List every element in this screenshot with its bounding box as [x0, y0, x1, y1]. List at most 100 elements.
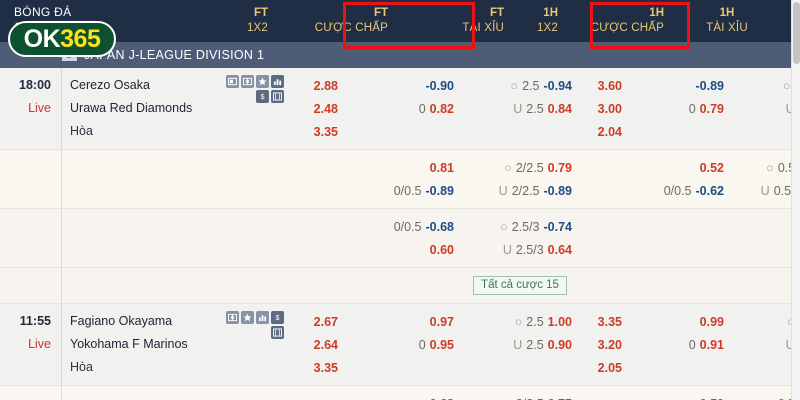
header-col-1h-overunder[interactable]: 1H TÀI XỈU	[682, 0, 800, 42]
cashout-icon[interactable]: $	[271, 311, 284, 324]
ft-hdp-home[interactable]: -0.90	[350, 74, 455, 97]
ft-1x2-draw[interactable]: 3.35	[290, 356, 338, 379]
h1-hdp-away-line: 0	[688, 101, 696, 116]
logo-text-365: 365	[60, 24, 101, 53]
h1-handicap-cell: -0.89 0 0.79	[626, 68, 744, 149]
ft-ou-over-line: 2.5	[526, 314, 544, 329]
live-status-badge: Live	[28, 101, 51, 115]
sub-ft-hdp-away[interactable]: 0.60	[350, 238, 454, 261]
ft-1x2-cell: 2.67 2.64 3.35	[290, 304, 350, 385]
header-col-1h-handicap[interactable]: 1H CƯỢC CHẤP	[562, 0, 682, 42]
pitch-icon[interactable]	[241, 75, 254, 88]
h1-1x2-home[interactable]: 3.35	[580, 310, 622, 333]
header-col-ft-overunder[interactable]: FT TÀI XỈU	[400, 0, 512, 42]
league-header-row[interactable]: JAPAN J-LEAGUE DIVISION 1	[0, 42, 800, 68]
header-period: FT	[253, 7, 268, 19]
all-bets-button[interactable]: Tất cả cược 15	[473, 276, 567, 295]
h1-hdp-away[interactable]: 0 0.91	[626, 333, 724, 356]
lineup-icon[interactable]	[271, 326, 284, 339]
away-team-name[interactable]: Yokohama F Marinos	[70, 337, 188, 351]
stats-icon[interactable]	[256, 311, 269, 324]
ft-ou-blank	[468, 356, 572, 379]
ft-1x2-home-odd: 2.67	[313, 314, 338, 329]
stats-icon[interactable]	[271, 75, 284, 88]
h1-hdp-away-odd: 0.91	[699, 337, 724, 352]
ft-hdp-home[interactable]: 0.97	[350, 310, 454, 333]
sub-ft-hdp-away-line: 0/0.5	[393, 183, 422, 198]
ft-1x2-away[interactable]: 2.64	[290, 333, 338, 356]
header-col-1h-1x2[interactable]: 1H 1X2	[512, 0, 562, 42]
sub-h1-hdp-home[interactable]: 0.52	[626, 156, 724, 179]
sub-ft-ou-over[interactable]: ○ 2/2.5 0.79	[468, 156, 572, 179]
h1-1x2-draw[interactable]: 2.04	[580, 120, 622, 143]
h1-hdp-home[interactable]: -0.89	[626, 74, 725, 97]
sub-h1-hdp-away[interactable]: 0/0.5 -0.62	[626, 179, 724, 202]
cashout-icon[interactable]: $	[256, 90, 269, 103]
ft-ou-under[interactable]: U 2.5 0.90	[468, 333, 572, 356]
h1-1x2-away[interactable]: 3.00	[580, 97, 622, 120]
sub-ft-ou-over[interactable]: ○ 2.5/3 -0.74	[468, 215, 572, 238]
h1-1x2-draw-odd: 2.05	[597, 360, 622, 375]
sub-h1-ou-over[interactable]: ○0.5/10.58	[744, 392, 800, 400]
ft-handicap-cell: -0.90 0 0.82	[350, 68, 468, 149]
ft-hdp-away[interactable]: 0 0.82	[350, 97, 454, 120]
star-icon[interactable]	[241, 311, 254, 324]
away-team-name[interactable]: Urawa Red Diamonds	[70, 101, 193, 115]
ft-ou-under[interactable]: U 2.5 0.84	[468, 97, 572, 120]
sub-h1-hdp-home[interactable]: 0.50	[626, 392, 724, 400]
h1-hdp-home[interactable]: 0.99	[626, 310, 724, 333]
ft-hdp-away[interactable]: 0 0.95	[350, 333, 454, 356]
all-bets-ft-handicap-spacer	[350, 268, 468, 303]
star-icon[interactable]	[256, 75, 269, 88]
ft-overunder-cell: ○ 2.5 -0.94 U 2.5 0.84	[468, 68, 580, 149]
header-period: 1H	[719, 7, 735, 19]
sub-ft-ou-over-odd: 0.79	[547, 160, 572, 175]
ft-1x2-home[interactable]: 2.67	[290, 310, 338, 333]
ft-1x2-away[interactable]: 2.48	[290, 97, 338, 120]
subrow-h1-1x2-spacer	[580, 386, 626, 400]
sub-ft-ou-under[interactable]: U 2/2.5 -0.89	[468, 179, 572, 202]
ft-ou-over[interactable]: ○ 2.5 -0.94	[468, 74, 572, 97]
header-market: 1X2	[536, 22, 558, 34]
ft-1x2-away-odd: 2.48	[313, 101, 338, 116]
ft-ou-over[interactable]: ○ 2.5 1.00	[468, 310, 572, 333]
header-col-ft-handicap[interactable]: FT CƯỢC CHẤP	[280, 0, 400, 42]
header-col-ft-1x2[interactable]: FT 1X2	[202, 0, 280, 42]
match-time-cell: 18:00 Live	[0, 68, 62, 149]
pitch-icon[interactable]	[226, 311, 239, 324]
ft-hdp-away-odd: 0.95	[429, 337, 454, 352]
market-column-headers: FT 1X2 FT CƯỢC CHẤP FT TÀI XỈU 1H 1X2 1H…	[202, 0, 800, 42]
subrow-ft-overunder-cell: ○2/2.50.75U2/2.5-0.85	[468, 386, 580, 400]
vertical-scrollbar[interactable]: ▲	[791, 0, 800, 400]
subrow-teams-spacer	[62, 209, 290, 267]
home-team-name[interactable]: Fagiano Okayama	[70, 314, 173, 328]
h1-ou-over-ou-marker: ○	[782, 78, 791, 93]
sub-ft-hdp-home[interactable]: 0.81	[350, 156, 454, 179]
scrollbar-thumb[interactable]	[793, 2, 800, 64]
h1-1x2-home[interactable]: 3.60	[580, 74, 622, 97]
h1-hdp-away[interactable]: 0 0.79	[626, 97, 724, 120]
h1-1x2-draw[interactable]: 2.05	[580, 356, 622, 379]
sub-ft-ou-over[interactable]: ○ 2/2.5 0.75	[468, 392, 572, 400]
h1-1x2-away[interactable]: 3.20	[580, 333, 622, 356]
tv-icon[interactable]	[226, 75, 239, 88]
sub-ft-hdp-home[interactable]: 0/0.5 -0.68	[350, 215, 454, 238]
team-names-cell: Fagiano Okayama Yokohama F Marinos Hòa $	[62, 304, 290, 385]
home-team-name[interactable]: Cerezo Osaka	[70, 78, 150, 92]
header-period: FT	[373, 7, 388, 19]
sub-ft-ou-under-ou-marker: U	[498, 183, 508, 198]
ft-1x2-home[interactable]: 2.88	[290, 74, 338, 97]
draw-label: Hòa	[70, 360, 93, 374]
sub-h1-ou-over-ou-marker: ○	[766, 397, 774, 400]
subrow-h1-handicap-cell: 0.52 0/0.5 -0.62	[626, 150, 744, 208]
sub-ft-hdp-home[interactable]: 0.68	[350, 392, 454, 400]
subrow-h1-1x2-spacer	[580, 150, 626, 208]
sub-ft-ou-under[interactable]: U 2.5/3 0.64	[468, 238, 572, 261]
ft-1x2-draw[interactable]: 3.35	[290, 120, 338, 143]
sub-ft-hdp-away[interactable]: 0/0.5 -0.89	[350, 179, 454, 202]
ft-hdp-home-odd: 0.97	[429, 314, 454, 329]
sub-ft-ou-under-odd: -0.89	[543, 183, 573, 198]
ft-ou-blank	[468, 120, 572, 143]
lineup-icon[interactable]	[271, 90, 284, 103]
ft-ou-over-ou-marker: ○	[510, 78, 519, 93]
